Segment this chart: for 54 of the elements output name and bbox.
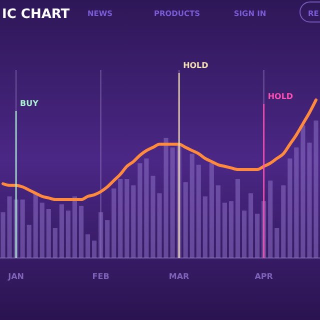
bar — [85, 234, 90, 258]
bar — [242, 210, 247, 258]
bar — [92, 240, 97, 258]
bar — [131, 185, 136, 258]
bar — [46, 209, 51, 258]
bar — [112, 188, 116, 258]
bar — [294, 147, 299, 258]
bar — [157, 193, 162, 258]
bar — [209, 163, 214, 258]
bar — [7, 196, 12, 258]
x-tick-label: FEB — [92, 272, 110, 281]
bar — [98, 212, 104, 258]
bar — [40, 202, 44, 258]
ref-line-label: HOLD — [183, 61, 209, 70]
chart-title: IC CHART — [2, 7, 70, 22]
bar — [288, 158, 292, 258]
bar — [183, 182, 188, 258]
bar — [105, 220, 110, 258]
bar — [20, 200, 25, 258]
bar — [307, 142, 312, 258]
bar — [138, 163, 142, 258]
bar — [222, 202, 227, 258]
ref-line-label: BUY — [20, 99, 39, 108]
bar — [216, 185, 220, 258]
bar — [33, 193, 38, 258]
bar — [202, 196, 208, 258]
bar — [190, 154, 194, 258]
bar — [0, 212, 6, 258]
x-tick-label: APR — [254, 272, 273, 281]
bar — [150, 176, 156, 258]
bar — [274, 228, 280, 258]
bar — [170, 147, 175, 258]
bar — [78, 206, 84, 258]
x-tick-label: JAN — [7, 272, 24, 281]
bar — [26, 224, 32, 258]
bar — [164, 138, 168, 258]
bar — [72, 196, 78, 258]
bar — [268, 180, 273, 258]
bar — [248, 193, 254, 258]
bar — [59, 204, 64, 258]
bar — [144, 158, 149, 258]
bar — [281, 185, 286, 258]
bar — [300, 125, 306, 258]
bar — [255, 214, 260, 258]
bar — [196, 164, 201, 258]
bar — [314, 120, 318, 258]
ref-line-label: HOLD — [268, 92, 294, 101]
bar — [118, 179, 123, 258]
x-tick-label: MAR — [168, 272, 190, 281]
bar — [66, 210, 70, 258]
bar — [124, 179, 130, 258]
bar — [228, 201, 234, 258]
bar — [235, 179, 240, 258]
bar — [52, 228, 58, 258]
